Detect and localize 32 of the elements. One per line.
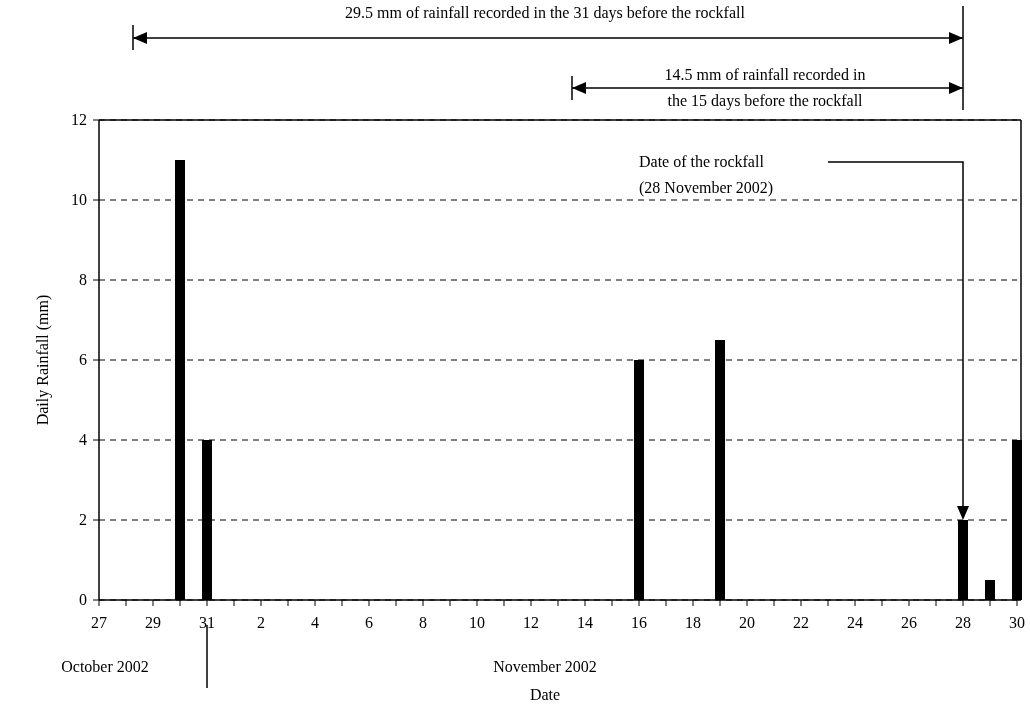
x-tick-label: 10 — [469, 614, 485, 631]
text: 29.5 mm of rainfall recorded in the 31 days before the rockfall — [345, 4, 746, 22]
x-tick-label: 26 — [901, 614, 917, 631]
x-tick-label: 24 — [847, 614, 863, 631]
x-tick-label: 18 — [685, 614, 701, 631]
x-tick-label: 4 — [311, 614, 319, 631]
y-tick-label: 8 — [79, 271, 87, 288]
x-tick-label: 31 — [199, 614, 215, 631]
y-tick-label: 4 — [79, 431, 87, 448]
y-tick-label: 2 — [79, 511, 87, 528]
x-tick-label: 27 — [91, 614, 107, 631]
annotation: Date of the rockfall (28 November 2002) — [639, 153, 774, 197]
y-tick-label: 6 — [79, 351, 87, 368]
x-tick-label: 2 — [257, 614, 265, 631]
x-tick-label: 6 — [365, 614, 373, 631]
x-tick-label: 12 — [523, 614, 539, 631]
x-tick-label: 29 — [145, 614, 161, 631]
x-axis-title: Date — [529, 686, 561, 703]
x-tick-label: 14 — [577, 614, 593, 631]
y-tick-label: 0 — [79, 591, 87, 608]
text: 14.5 mm of rainfall recorded in the 15 days before the rockfall — [664, 66, 866, 110]
y-tick-label: 12 — [71, 111, 87, 128]
text: November 2002 — [493, 658, 597, 675]
x-tick-label: 22 — [793, 614, 809, 631]
x-tick-label: 8 — [419, 614, 427, 631]
x-tick-label: 16 — [631, 614, 647, 631]
x-tick-label: 30 — [1009, 614, 1025, 631]
y-axis-title: Daily Rainfall (mm) — [34, 294, 52, 426]
text: October 2002 — [61, 658, 149, 675]
y-tick-label: 10 — [71, 191, 87, 208]
x-tick-label: 20 — [739, 614, 755, 631]
x-tick-label: 28 — [955, 614, 971, 631]
